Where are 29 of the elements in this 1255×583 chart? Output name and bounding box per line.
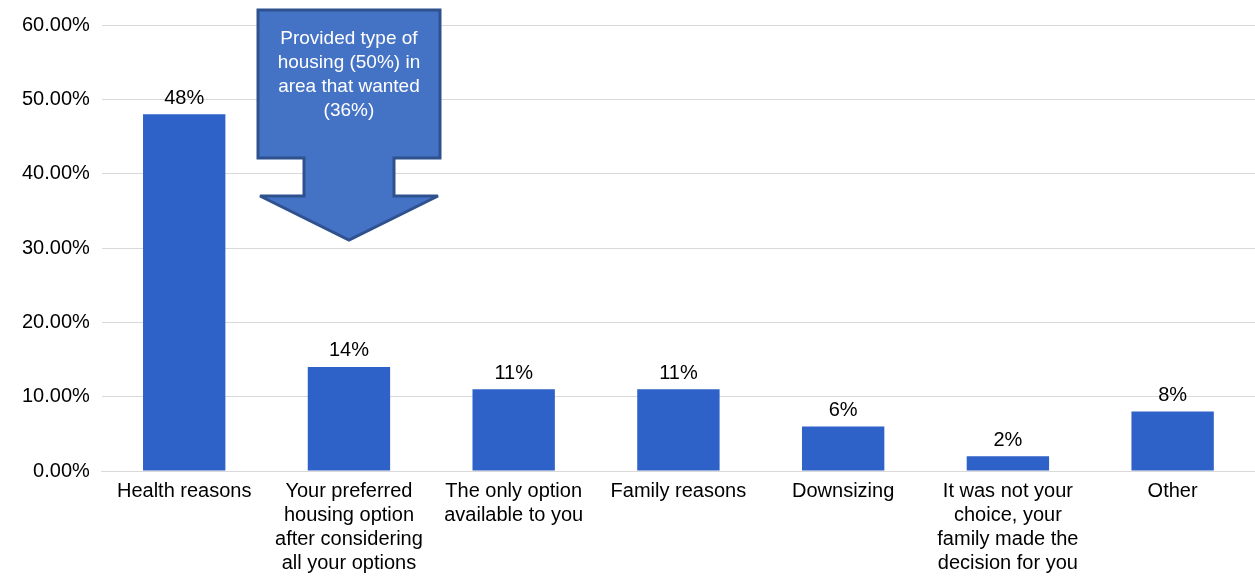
x-tick-label: Health reasons	[116, 478, 252, 501]
bar	[1131, 411, 1214, 471]
y-tick-label: 10.00%	[21, 384, 91, 407]
data-label: 14%	[328, 338, 370, 361]
x-tick-label: Your preferred housing option after considering all your options	[275, 478, 423, 573]
data-label: 6%	[828, 397, 858, 420]
data-label: 11%	[659, 360, 698, 383]
bar	[307, 366, 391, 471]
data-label: 8%	[1158, 383, 1188, 406]
x-tick-label: Other	[1147, 478, 1198, 501]
y-tick-label: 40.00%	[21, 161, 91, 184]
x-tick-label: Downsizing	[792, 478, 895, 501]
data-label: 11%	[494, 360, 534, 383]
data-label: 48%	[164, 85, 205, 108]
y-tick-label: 60.00%	[21, 12, 91, 35]
bar	[637, 389, 720, 471]
y-tick-label: 0.00%	[33, 458, 91, 481]
y-tick-label: 20.00%	[21, 309, 91, 332]
bar	[801, 426, 885, 471]
bar	[472, 389, 555, 471]
data-label: 2%	[993, 427, 1023, 450]
bar	[143, 114, 226, 471]
x-tick-label: Family reasons	[610, 478, 747, 501]
y-tick-label: 30.00%	[21, 235, 91, 258]
annotation: Provided type of housing (50%) in area that wanted (36%)	[276, 26, 422, 122]
bar	[966, 456, 1050, 471]
x-tick-label: The only option available to you	[444, 478, 584, 525]
y-tick-label: 50.00%	[21, 86, 91, 109]
x-tick-label: It was not your choice, your family made the decision for you	[937, 478, 1079, 573]
